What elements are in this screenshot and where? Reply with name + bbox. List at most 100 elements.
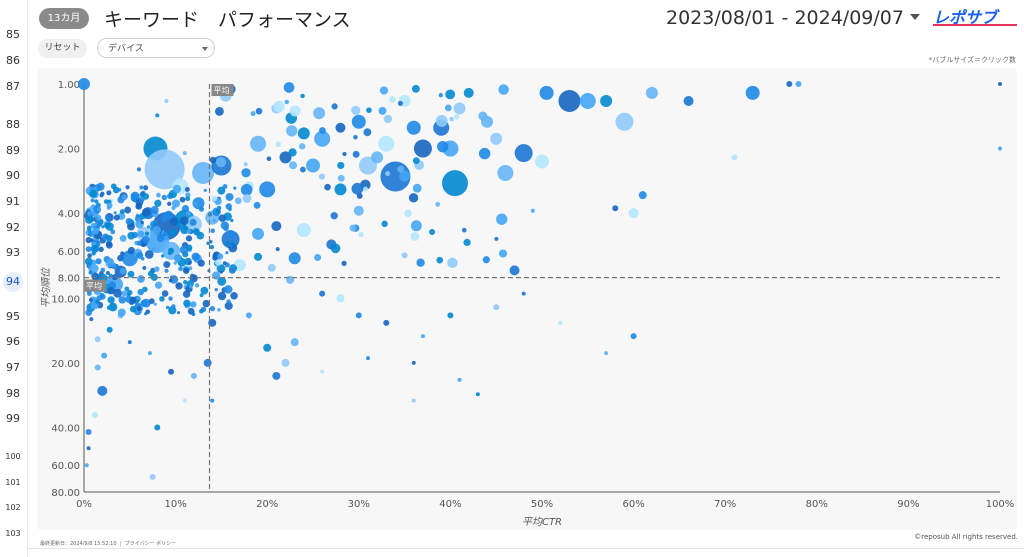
bubble-point[interactable] [320, 369, 325, 374]
bubble-point[interactable] [142, 266, 147, 270]
row-number[interactable]: 100 [5, 452, 21, 461]
bubble-point[interactable] [242, 194, 252, 203]
bubble-point[interactable] [281, 358, 290, 367]
bubble-point[interactable] [397, 165, 405, 173]
bubble-point[interactable] [177, 311, 181, 315]
bubble-point[interactable] [136, 296, 140, 300]
bubble-point[interactable] [118, 188, 122, 192]
bubble-point[interactable] [493, 304, 500, 311]
bubble-point[interactable] [143, 185, 149, 191]
bubble-point[interactable] [96, 207, 101, 212]
bubble-point[interactable] [445, 89, 456, 100]
bubble-point[interactable] [397, 100, 403, 106]
bubble-point[interactable] [383, 114, 393, 124]
bubble-point[interactable] [168, 278, 173, 283]
bubble-point[interactable] [482, 256, 490, 264]
bubble-point[interactable] [284, 99, 289, 105]
bubble-point[interactable] [210, 228, 215, 233]
bubble-point[interactable] [288, 252, 301, 265]
bubble-point[interactable] [97, 385, 108, 396]
bubble-point[interactable] [199, 309, 204, 314]
bubble-point[interactable] [498, 249, 508, 258]
bubble-point[interactable] [289, 105, 301, 117]
bubble-point[interactable] [411, 398, 416, 403]
bubble-point[interactable] [180, 225, 184, 230]
bubble-point[interactable] [215, 106, 224, 116]
row-number[interactable]: 94 [3, 272, 23, 292]
bubble-point[interactable] [161, 254, 165, 258]
bubble-point[interactable] [119, 234, 127, 242]
bubble-point[interactable] [148, 298, 155, 305]
row-number[interactable]: 93 [6, 246, 20, 259]
bubble-point[interactable] [449, 116, 454, 122]
bubble-point[interactable] [119, 209, 125, 215]
bubble-point[interactable] [147, 351, 152, 356]
bubble-point[interactable] [645, 86, 658, 99]
bubble-point[interactable] [136, 251, 144, 259]
bubble-point[interactable] [412, 157, 420, 165]
bubble-point[interactable] [110, 229, 116, 235]
bubble-point[interactable] [194, 283, 200, 288]
bubble-point[interactable] [408, 193, 419, 203]
bubble-point[interactable] [441, 170, 468, 197]
bubble-point[interactable] [371, 151, 384, 164]
bubble-point[interactable] [154, 266, 160, 272]
bubble-point[interactable] [108, 258, 114, 263]
bubble-point[interactable] [160, 234, 164, 238]
bubble-point[interactable] [234, 197, 242, 205]
bubble-point[interactable] [139, 185, 144, 190]
bubble-point[interactable] [229, 244, 233, 248]
bubble-point[interactable] [121, 250, 138, 267]
bubble-point[interactable] [223, 285, 233, 294]
bubble-point[interactable] [341, 260, 347, 266]
bubble-point[interactable] [185, 192, 191, 198]
bubble-point[interactable] [241, 168, 251, 178]
bubble-point[interactable] [144, 231, 150, 236]
bubble-point[interactable] [286, 125, 298, 137]
bubble-point[interactable] [998, 82, 1002, 86]
bubble-point[interactable] [164, 210, 174, 220]
bubble-point[interactable] [463, 87, 474, 98]
date-range[interactable]: 2023/08/01 - 2024/09/07 [666, 7, 904, 29]
bubble-point[interactable] [137, 275, 145, 283]
bubble-point[interactable] [87, 253, 92, 258]
bubble-point[interactable] [478, 111, 488, 121]
bubble-point[interactable] [91, 272, 100, 281]
bubble-point[interactable] [92, 296, 97, 302]
bubble-point[interactable] [90, 244, 100, 254]
bubble-point[interactable] [355, 312, 362, 319]
bubble-point[interactable] [188, 266, 193, 271]
bubble-point[interactable] [296, 223, 311, 238]
bubble-point[interactable] [335, 122, 346, 133]
bubble-point[interactable] [314, 253, 322, 261]
bubble-point[interactable] [142, 193, 150, 200]
bubble-point[interactable] [795, 81, 802, 87]
bubble-point[interactable] [100, 191, 105, 196]
bubble-point[interactable] [117, 254, 124, 262]
bubble-point[interactable] [86, 291, 92, 297]
bubble-point[interactable] [212, 218, 216, 222]
bubble-point[interactable] [383, 319, 390, 326]
bubble-point[interactable] [558, 89, 581, 112]
reset-button[interactable]: リセット [38, 39, 87, 58]
bubble-point[interactable] [275, 141, 282, 147]
bubble-point[interactable] [106, 190, 112, 196]
bubble-point[interactable] [127, 222, 135, 231]
bubble-point[interactable] [153, 302, 157, 306]
bubble-point[interactable] [330, 243, 341, 254]
bubble-point[interactable] [105, 222, 114, 231]
bubble-point[interactable] [149, 473, 156, 480]
bubble-point[interactable] [171, 304, 176, 309]
bubble-point[interactable] [208, 318, 217, 327]
bubble-point[interactable] [167, 201, 172, 207]
bubble-point[interactable] [215, 208, 221, 214]
bubble-point[interactable] [189, 303, 194, 307]
bubble-point[interactable] [539, 85, 554, 100]
bubble-point[interactable] [438, 93, 443, 98]
bubble-point[interactable] [630, 333, 637, 340]
bubble-point[interactable] [84, 463, 89, 468]
bubble-point[interactable] [288, 148, 297, 157]
bubble-point[interactable] [186, 244, 193, 251]
bubble-point[interactable] [85, 246, 92, 253]
row-number[interactable]: 101 [5, 478, 21, 487]
